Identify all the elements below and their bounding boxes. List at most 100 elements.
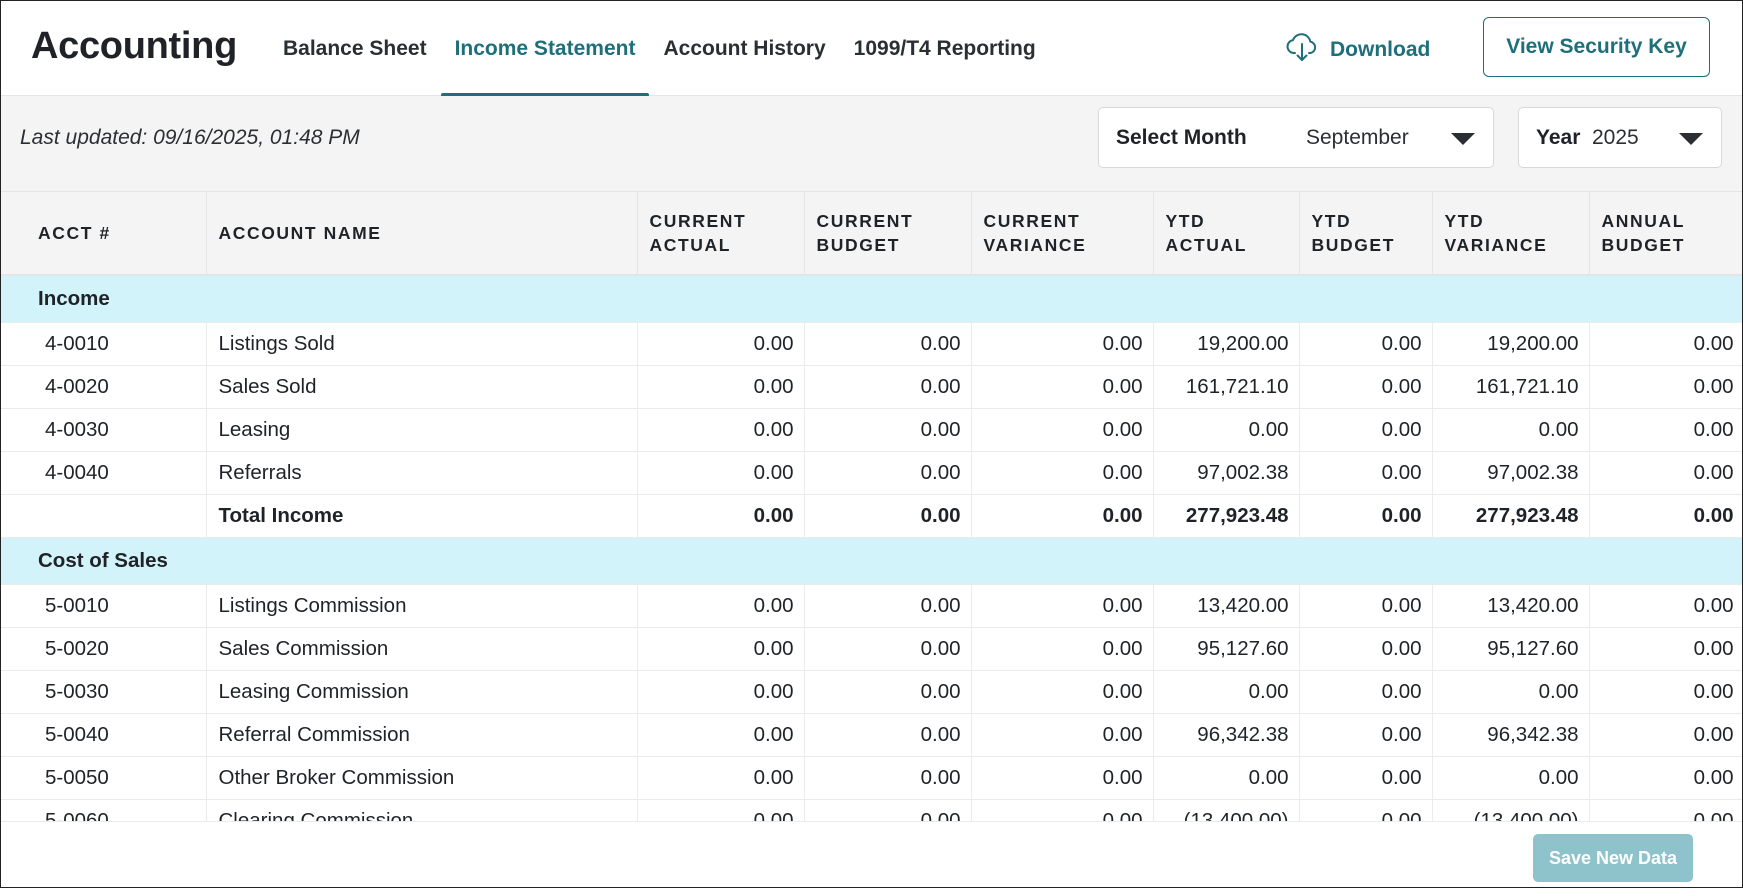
section-title: Cost of Sales	[1, 537, 1742, 585]
annual-budget-cell: 0.00	[1589, 670, 1742, 714]
annual-budget-cell: 0.00	[1589, 408, 1742, 452]
column-header-text: CURRENT	[816, 211, 914, 231]
column-header-text: BUDGET	[1601, 235, 1685, 255]
account-name-cell: Referrals	[206, 451, 638, 495]
section-title: Income	[1, 275, 1742, 323]
ytd-actual-cell: 96,342.38	[1153, 713, 1300, 757]
year-select-value: 2025	[1592, 126, 1639, 149]
current-budget-cell: 0.00	[804, 627, 972, 671]
annual-budget-cell: 0.00	[1589, 756, 1742, 800]
table-row[interactable]: 4-0040 Referrals 0.00 0.00 0.00 97,002.38 0.00…	[1, 451, 1742, 495]
acct-number-cell: 4-0030	[1, 408, 207, 452]
ytd-budget-cell: 0.00	[1299, 584, 1433, 628]
tab-1099-t4-reporting[interactable]: 1099/T4 Reporting	[853, 36, 1036, 60]
account-name-cell: Leasing Commission	[206, 670, 638, 714]
current-variance-cell: 0.00	[971, 408, 1154, 452]
year-select[interactable]: Year 2025	[1518, 107, 1722, 168]
column-header-text: ACCOUNT NAME	[218, 223, 382, 243]
column-header-text: YTD	[1444, 211, 1485, 231]
current-budget-cell: 0.00	[804, 451, 972, 495]
column-header-text: VARIANCE	[983, 235, 1087, 255]
table-row[interactable]: 5-0050 Other Broker Commission 0.00 0.00 0.0…	[1, 756, 1742, 800]
current-budget-cell: 0.00	[804, 322, 972, 366]
ytd-actual-cell: 13,420.00	[1153, 584, 1300, 628]
account-name-cell: Listings Commission	[206, 584, 638, 628]
month-select[interactable]: Select Month September	[1098, 107, 1494, 168]
current-budget-cell: 0.00	[804, 756, 972, 800]
annual-budget-cell: 0.00	[1589, 322, 1742, 366]
current-actual-cell: 0.00	[637, 365, 805, 409]
ytd-actual-cell: 95,127.60	[1153, 627, 1300, 671]
current-budget-cell: 0.00	[804, 584, 972, 628]
chevron-down-icon	[1679, 133, 1703, 145]
table-row[interactable]: 5-0020 Sales Commission 0.00 0.00 0.00 95,127…	[1, 627, 1742, 671]
annual-budget-cell: 0.00	[1589, 584, 1742, 628]
column-header-annual-budget: ANNUAL BUDGET	[1589, 192, 1742, 276]
last-updated-text: Last updated: 09/16/2025, 01:48 PM	[20, 126, 360, 149]
column-header-text: CURRENT	[649, 211, 747, 231]
annual-budget-cell: 0.00	[1589, 627, 1742, 671]
current-actual-cell: 0.00	[637, 584, 805, 628]
ytd-actual-cell: 0.00	[1153, 408, 1300, 452]
current-actual-cell: 0.00	[637, 670, 805, 714]
table-row[interactable]: 4-0020 Sales Sold 0.00 0.00 0.00 161,721.10 0.…	[1, 365, 1742, 409]
ytd-actual-cell: 0.00	[1153, 756, 1300, 800]
acct-number-cell: 4-0040	[1, 451, 207, 495]
column-header-text: YTD	[1165, 211, 1206, 231]
ytd-budget-cell: 0.00	[1299, 365, 1433, 409]
ytd-variance-cell: 19,200.00	[1432, 322, 1590, 366]
table-row[interactable]: 5-0040 Referral Commission 0.00 0.00 0.00 96,…	[1, 713, 1742, 757]
column-header-text: CURRENT	[983, 211, 1081, 231]
total-current-actual-cell: 0.00	[637, 494, 805, 538]
column-header-ytd-budget: YTD BUDGET	[1299, 192, 1433, 276]
current-variance-cell: 0.00	[971, 756, 1154, 800]
save-new-data-button[interactable]: Save New Data	[1533, 834, 1693, 882]
table-row[interactable]: 5-0010 Listings Commission 0.00 0.00 0.00 13,…	[1, 584, 1742, 628]
column-header-text: BUDGET	[816, 235, 900, 255]
column-header-current-budget: CURRENT BUDGET	[804, 192, 972, 276]
column-header-text: ACCT #	[38, 223, 111, 243]
ytd-variance-cell: (13,400.00)	[1432, 799, 1590, 821]
ytd-budget-cell: 0.00	[1299, 627, 1433, 671]
annual-budget-cell: 0.00	[1589, 365, 1742, 409]
tab-account-history[interactable]: Account History	[663, 36, 826, 60]
account-name-cell: Leasing	[206, 408, 638, 452]
account-name-cell: Sales Commission	[206, 627, 638, 671]
table-header-row: ACCT # ACCOUNT NAME CURRENT ACTUAL CURRENT BU…	[1, 192, 1742, 276]
total-ytd-actual-cell: 277,923.48	[1153, 494, 1300, 538]
current-variance-cell: 0.00	[971, 627, 1154, 671]
annual-budget-cell: 0.00	[1589, 713, 1742, 757]
table-row[interactable]: 5-0030 Leasing Commission 0.00 0.00 0.00 0.00…	[1, 670, 1742, 714]
account-name-cell: Sales Sold	[206, 365, 638, 409]
page-title: Accounting	[31, 25, 237, 67]
tab-income-statement[interactable]: Income Statement	[440, 1, 650, 97]
ytd-budget-cell: 0.00	[1299, 408, 1433, 452]
view-security-key-button[interactable]: View Security Key	[1483, 17, 1710, 77]
tab-balance-sheet[interactable]: Balance Sheet	[283, 36, 427, 60]
account-name-cell: Referral Commission	[206, 713, 638, 757]
report-tabs: Balance Sheet Income Statement Account H…	[269, 1, 1050, 97]
current-actual-cell: 0.00	[637, 322, 805, 366]
current-actual-cell: 0.00	[637, 756, 805, 800]
acct-number-cell: 5-0020	[1, 627, 207, 671]
download-button[interactable]: Download	[1284, 29, 1430, 71]
acct-number-cell: 5-0010	[1, 584, 207, 628]
table-row[interactable]: 4-0030 Leasing 0.00 0.00 0.00 0.00 0.00 0.00 0.0…	[1, 408, 1742, 452]
ytd-actual-cell: (13,400.00)	[1153, 799, 1300, 821]
current-actual-cell: 0.00	[637, 451, 805, 495]
cloud-download-icon	[1284, 29, 1320, 71]
column-header-text: ACTUAL	[649, 235, 732, 255]
total-current-variance-cell: 0.00	[971, 494, 1154, 538]
table-row[interactable]: 5-0060 Clearing Commission 0.00 0.00 0.00 (13…	[1, 799, 1742, 821]
total-label-cell: Total Income	[206, 494, 638, 538]
ytd-budget-cell: 0.00	[1299, 451, 1433, 495]
column-header-current-variance: CURRENT VARIANCE	[971, 192, 1154, 276]
ytd-variance-cell: 161,721.10	[1432, 365, 1590, 409]
table-row[interactable]: 4-0010 Listings Sold 0.00 0.00 0.00 19,200.00…	[1, 322, 1742, 366]
current-variance-cell: 0.00	[971, 670, 1154, 714]
download-label: Download	[1330, 38, 1431, 61]
current-variance-cell: 0.00	[971, 322, 1154, 366]
filter-bar: Last updated: 09/16/2025, 01:48 PM Selec…	[1, 96, 1742, 192]
income-statement-table-container[interactable]: ACCT # ACCOUNT NAME CURRENT ACTUAL CURRENT BU…	[1, 192, 1742, 821]
ytd-budget-cell: 0.00	[1299, 322, 1433, 366]
